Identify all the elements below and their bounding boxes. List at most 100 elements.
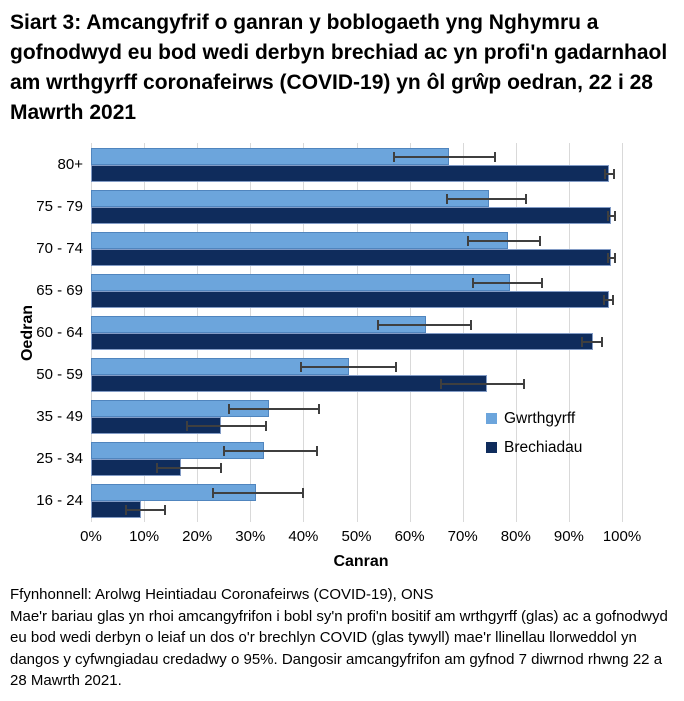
error-bar-cap [581, 336, 584, 347]
y-tick-label: 65 - 69 [36, 282, 83, 300]
error-bar-line [125, 508, 166, 511]
x-tick-label: 40% [288, 528, 319, 546]
y-tick-label: 25 - 34 [36, 450, 83, 468]
gridline [568, 143, 570, 523]
x-tick-label: 20% [182, 528, 213, 546]
bar-chart: Oedran 80+ 75 - 79 70 - 74 65 - 69 60 - 64 50… [0, 140, 684, 576]
x-tick-label: 30% [235, 528, 266, 546]
legend-label: Gwrthgyrff [504, 409, 576, 427]
error-bar-cap [222, 445, 225, 456]
error-bar-line [229, 407, 320, 410]
error-bar-cap [392, 151, 395, 162]
brechiadau-swatch-icon [486, 442, 497, 454]
error-bar-line [300, 365, 397, 368]
y-tick-label: 80+ [57, 156, 83, 174]
error-bar-line [157, 466, 222, 469]
error-bar-line [377, 323, 471, 326]
gridline [622, 143, 623, 523]
x-tick-label: 80% [500, 528, 531, 546]
x-tick-label: 50% [341, 528, 372, 546]
error-bar-line [473, 281, 543, 284]
y-tick-label: 50 - 59 [36, 366, 83, 384]
bar-brechiadau-50-59 [91, 375, 487, 393]
bar-brechiadau-60-64 [91, 333, 593, 351]
error-bar-line [607, 214, 616, 217]
legend: Gwrthgyrff Brechiadau [486, 404, 582, 462]
error-bar-cap [469, 319, 472, 330]
bar-brechiadau-65-69 [91, 291, 609, 309]
x-tick-label: 100% [602, 528, 642, 546]
error-bar-cap [185, 420, 188, 431]
error-bar-cap [606, 210, 609, 221]
y-tick-label: 75 - 79 [36, 198, 83, 216]
error-bar-line [603, 298, 613, 301]
source-text: Ffynhonnell: Arolwg Heintiadau Coronafei… [10, 586, 434, 604]
legend-item-gwrthgyrff: Gwrthgyrff [486, 404, 582, 433]
error-bar-cap [467, 235, 469, 246]
error-bar-line [605, 172, 614, 175]
error-bar-cap [302, 487, 305, 498]
error-bar-cap [472, 277, 475, 288]
error-bar-cap [525, 193, 528, 204]
error-bar-line [186, 424, 267, 427]
error-bar-cap [522, 378, 525, 389]
error-bar-cap [156, 462, 159, 473]
error-bar-cap [220, 462, 223, 473]
bar-gwrthgyrff-65-69 [91, 274, 511, 292]
error-bar-cap [602, 294, 605, 305]
error-bar-cap [614, 210, 617, 221]
y-tick-label: 60 - 64 [36, 324, 83, 342]
error-bar-cap [318, 403, 321, 414]
error-bar-cap [124, 504, 127, 515]
gwrthgyrff-swatch-icon [486, 413, 497, 425]
error-bar-cap [228, 403, 231, 414]
error-bar-line [582, 340, 602, 343]
bar-gwrthgyrff-70-74 [91, 232, 508, 250]
x-tick-label: 0% [80, 528, 102, 546]
x-tick-label: 10% [129, 528, 160, 546]
bar-gwrthgyrff-75-79 [91, 190, 490, 208]
error-bar-cap [600, 336, 603, 347]
error-bar-cap [493, 151, 496, 162]
error-bar-cap [265, 420, 268, 431]
error-bar-cap [315, 445, 318, 456]
error-bar-line [607, 256, 616, 259]
error-bar-cap [376, 319, 379, 330]
x-tick-label: 90% [553, 528, 584, 546]
error-bar-cap [299, 361, 302, 372]
gridline [462, 143, 464, 523]
error-bar-cap [164, 504, 167, 515]
error-bar-cap [395, 361, 398, 372]
bar-brechiadau-80+ [91, 165, 609, 183]
chart-title: Siart 3: Amcangyfrif o ganran y boblogae… [10, 11, 668, 125]
bar-brechiadau-75-79 [91, 207, 612, 225]
plot-area [91, 143, 631, 523]
error-bar-cap [541, 277, 544, 288]
error-bar-line [441, 382, 524, 385]
y-tick-label: 70 - 74 [36, 240, 83, 258]
y-tick-label: 16 - 24 [36, 492, 83, 510]
error-bar-line [393, 155, 495, 158]
legend-item-brechiadau: Brechiadau [486, 433, 582, 462]
error-bar-cap [606, 252, 609, 263]
error-bar-line [446, 197, 527, 200]
error-bar-line [468, 239, 540, 242]
x-tick-label: 60% [394, 528, 425, 546]
error-bar-cap [445, 193, 448, 204]
x-tick-label: 70% [447, 528, 478, 546]
y-tick-label: 35 - 49 [36, 408, 83, 426]
gridline [515, 143, 517, 523]
x-axis-title: Canran [333, 553, 389, 571]
bar-gwrthgyrff-60-64 [91, 316, 426, 334]
error-bar-cap [612, 168, 615, 179]
legend-label: Brechiadau [504, 438, 583, 456]
footer: Ffynhonnell: Arolwg Heintiadau Coronafei… [10, 584, 674, 692]
bar-brechiadau-70-74 [91, 249, 612, 267]
error-bar-cap [604, 168, 606, 179]
error-bar-line [213, 491, 304, 494]
error-bar-cap [614, 252, 617, 263]
error-bar-cap [538, 235, 541, 246]
error-bar-cap [440, 378, 443, 389]
error-bar-cap [611, 294, 614, 305]
